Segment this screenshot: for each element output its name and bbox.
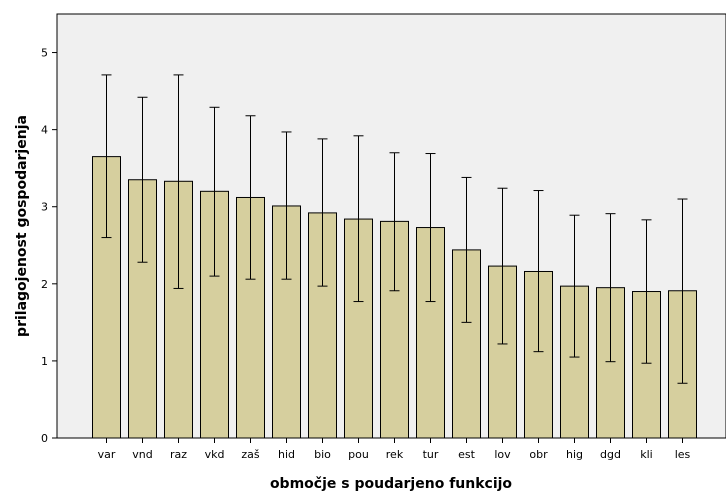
y-tick-label: 0 — [41, 432, 48, 445]
x-tick-label: zaš — [241, 448, 260, 461]
x-tick-label: hid — [278, 448, 295, 461]
y-tick-label: 4 — [41, 124, 48, 137]
error-bars-group — [101, 74, 688, 384]
x-tick-label: raz — [170, 448, 187, 461]
x-tick-label: bio — [314, 448, 331, 461]
x-axis: var vnd raz vkd zaš hid bio pou rek tur est lov obr h… — [98, 438, 691, 461]
x-tick-label: var — [98, 448, 116, 461]
bar-zaš — [236, 196, 265, 439]
x-tick-label: vkd — [205, 448, 225, 461]
y-axis: 0 1 2 3 4 5 — [41, 47, 57, 445]
x-tick-label: vnd — [132, 448, 152, 461]
y-axis-title: prilagojenost gospodarjenja — [14, 115, 30, 337]
x-tick-label: est — [458, 448, 475, 461]
x-tick-label: pou — [348, 448, 369, 461]
x-tick-label: kli — [640, 448, 652, 461]
x-tick-label: hig — [566, 448, 583, 461]
y-tick-label: 3 — [41, 201, 48, 214]
x-tick-label: dgd — [600, 448, 621, 461]
x-tick-label: rek — [386, 448, 404, 461]
x-axis-title: območje s poudarjeno funkcijo — [270, 476, 512, 491]
y-tick-label: 1 — [41, 355, 48, 368]
y-tick-label: 5 — [41, 47, 48, 60]
x-tick-label: tur — [423, 448, 439, 461]
x-tick-label: lov — [494, 448, 511, 461]
x-tick-label: les — [675, 448, 691, 461]
y-tick-label: 2 — [41, 278, 48, 291]
x-tick-label: obr — [529, 448, 548, 461]
